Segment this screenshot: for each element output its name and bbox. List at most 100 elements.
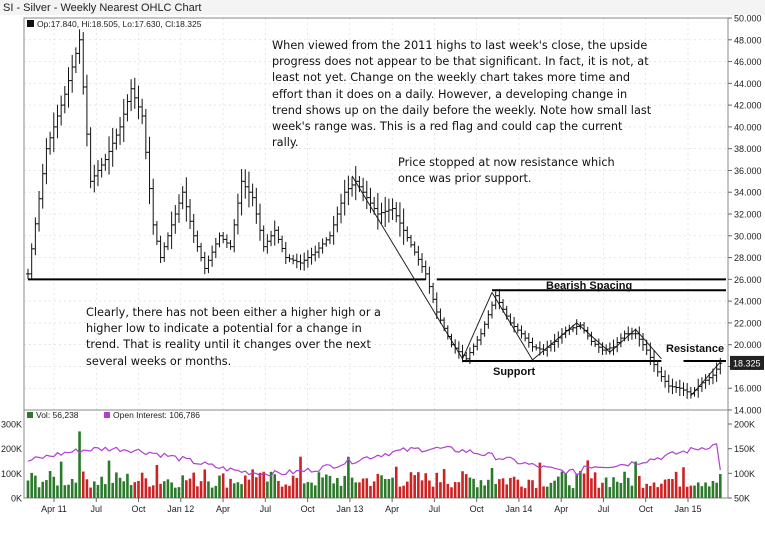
annotation-middle: Price stopped at now resistance which on…: [398, 156, 615, 186]
volume-bar: [704, 482, 707, 498]
volume-bar: [402, 485, 405, 498]
price-tick-label: 36.000: [734, 166, 762, 176]
price-tick-label: 50.000: [734, 14, 762, 24]
volume-bar: [387, 479, 391, 498]
volume-bar: [527, 479, 531, 498]
volume-bar: [361, 478, 365, 498]
volume-bar: [464, 474, 468, 498]
volume-bar: [174, 487, 177, 498]
volume-bar: [284, 484, 288, 498]
volume-bar: [435, 472, 439, 498]
volume-bar: [398, 486, 402, 498]
volume-bar: [520, 486, 523, 498]
time-tick-label: Jan 14: [505, 504, 532, 514]
volume-bar: [719, 474, 722, 498]
volume-bar: [126, 473, 129, 498]
volume-bar: [479, 480, 483, 498]
price-tick-label: 16.000: [734, 384, 762, 394]
volume-bar: [45, 480, 48, 498]
volume-bar: [133, 482, 137, 498]
volume-bar: [151, 485, 155, 498]
volume-bar: [221, 473, 225, 498]
volume-bar: [406, 481, 409, 498]
volume-bar: [155, 464, 159, 498]
time-tick-label: Oct: [132, 504, 147, 514]
volume-bar: [229, 478, 232, 498]
volume-bar: [365, 478, 369, 498]
open-interest-line: [27, 443, 721, 478]
volume-bar: [266, 481, 269, 498]
volume-bar: [660, 483, 663, 498]
volume-bar: [619, 482, 623, 498]
volume-bar: [442, 469, 446, 498]
last-price-marker: 18.325: [730, 355, 764, 370]
volume-bar: [115, 472, 118, 498]
time-tick-label: Oct: [301, 504, 316, 514]
annotation-left: Clearly, there has not been either a hig…: [86, 306, 381, 368]
volume-bar: [67, 484, 70, 498]
volume-bar: [626, 477, 630, 498]
volume-bar: [531, 480, 534, 498]
volume-bar: [512, 476, 516, 498]
volume-tick-label: 0K: [11, 494, 22, 504]
volume-bar: [243, 475, 247, 498]
volume-bar: [251, 469, 254, 498]
time-tick-label: Jan 12: [167, 504, 194, 514]
last-price-box: [730, 355, 764, 370]
volume-bar: [188, 478, 192, 498]
volume-bar: [170, 482, 173, 498]
volume-bar: [207, 481, 210, 498]
volume-bar: [177, 487, 181, 498]
volume-bar: [48, 471, 52, 498]
price-tick-label: 26.000: [734, 275, 762, 285]
volume-bar: [255, 477, 258, 498]
volume-bar: [137, 480, 140, 498]
volume-bar: [634, 461, 637, 498]
volume-panel-frame: [23, 409, 729, 499]
trend-line: [635, 329, 662, 360]
volume-bar: [604, 477, 608, 498]
volume-bar: [324, 474, 328, 498]
volume-bar: [321, 477, 324, 498]
volume-bar: [538, 462, 542, 498]
oi-tick-label: 200K: [734, 420, 755, 430]
volume-bar: [372, 481, 376, 498]
volume-bar: [494, 483, 497, 498]
trend-line: [609, 329, 636, 353]
volume-bar: [111, 482, 114, 498]
volume-bar: [144, 478, 148, 498]
volume-bar: [26, 480, 30, 498]
volume-bar: [383, 479, 387, 498]
volume-bar: [78, 431, 81, 498]
volume-bar: [162, 481, 166, 498]
volume-bar: [663, 479, 667, 498]
time-tick-label: Apr: [216, 504, 230, 514]
time-tick-label: Jul: [260, 504, 272, 514]
volume-bar: [203, 469, 207, 498]
trend-line: [462, 292, 493, 360]
volume-bar: [652, 482, 656, 498]
volume-bar: [376, 473, 380, 498]
time-axis: Apr 11 Jul Oct Jan 12 Apr Jul Oct Jan 13 Apr Jul O…: [41, 498, 702, 514]
volume-bar: [232, 483, 236, 498]
volume-legend: Vol: 56,238: [36, 410, 79, 420]
volume-bar: [107, 460, 111, 498]
volume-bar: [431, 486, 435, 498]
price-tick-label: 38.000: [734, 144, 762, 154]
volume-bar: [715, 482, 718, 498]
volume-bar: [81, 471, 85, 498]
volume-bar: [498, 479, 501, 498]
volume-bar: [696, 482, 700, 498]
volume-axis: 300K 200K 100K 0K: [1, 420, 22, 504]
volume-bar: [306, 482, 310, 498]
volume-bar: [394, 466, 398, 498]
volume-bar: [685, 486, 689, 498]
volume-bar: [30, 472, 33, 498]
volume-bar: [582, 473, 586, 498]
volume-bar: [556, 476, 560, 498]
time-tick-label: Apr: [385, 504, 399, 514]
time-tick-label: Apr 11: [41, 504, 67, 514]
volume-bar: [313, 485, 317, 498]
time-tick-label: Jul: [429, 504, 441, 514]
volume-bar: [273, 474, 277, 498]
